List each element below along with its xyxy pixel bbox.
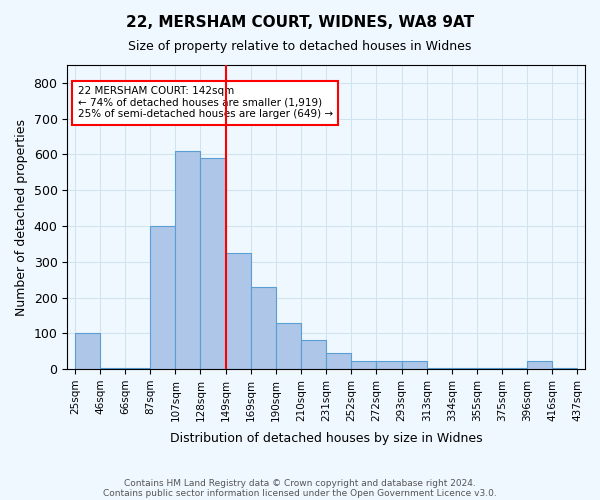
Bar	[376, 361, 401, 369]
Text: Size of property relative to detached houses in Widnes: Size of property relative to detached ho…	[128, 40, 472, 53]
Bar	[527, 361, 553, 369]
Bar	[452, 368, 477, 369]
Bar	[477, 368, 502, 369]
Bar	[301, 340, 326, 369]
Bar	[351, 361, 376, 369]
Bar	[125, 368, 150, 369]
Bar	[326, 353, 351, 369]
Bar	[100, 368, 125, 369]
Bar	[226, 253, 251, 369]
Bar	[150, 226, 175, 369]
Bar	[502, 368, 527, 369]
Bar	[276, 322, 301, 369]
Bar	[251, 287, 276, 369]
Bar	[401, 361, 427, 369]
Bar	[175, 151, 200, 369]
Y-axis label: Number of detached properties: Number of detached properties	[15, 118, 28, 316]
X-axis label: Distribution of detached houses by size in Widnes: Distribution of detached houses by size …	[170, 432, 482, 445]
Bar	[200, 158, 226, 369]
Bar	[75, 334, 100, 369]
Bar	[553, 368, 577, 369]
Bar	[427, 368, 452, 369]
Text: 22, MERSHAM COURT, WIDNES, WA8 9AT: 22, MERSHAM COURT, WIDNES, WA8 9AT	[126, 15, 474, 30]
Text: Contains HM Land Registry data © Crown copyright and database right 2024.: Contains HM Land Registry data © Crown c…	[124, 478, 476, 488]
Text: 22 MERSHAM COURT: 142sqm
← 74% of detached houses are smaller (1,919)
25% of sem: 22 MERSHAM COURT: 142sqm ← 74% of detach…	[77, 86, 333, 120]
Text: Contains public sector information licensed under the Open Government Licence v3: Contains public sector information licen…	[103, 488, 497, 498]
